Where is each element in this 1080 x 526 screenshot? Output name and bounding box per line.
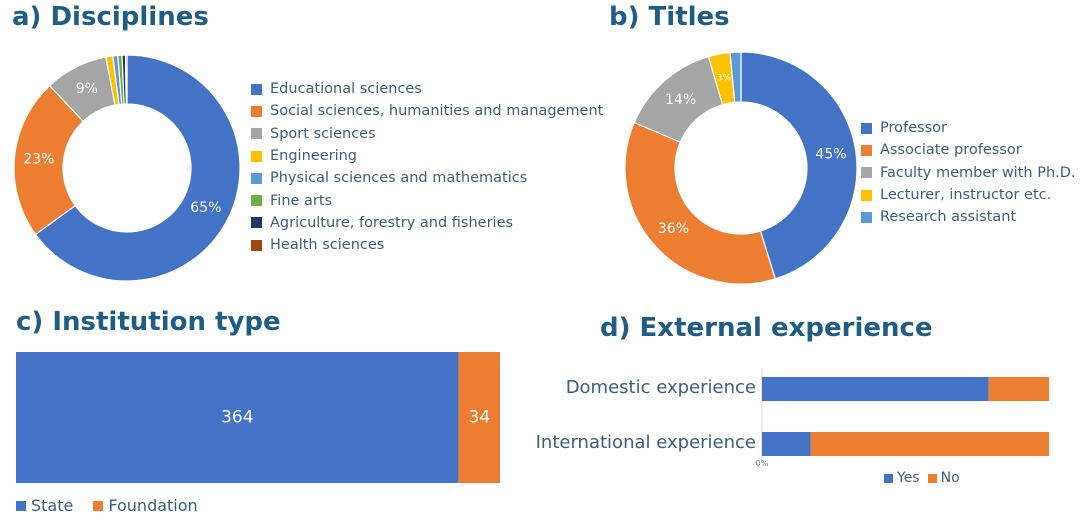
titles-legend-label: Lecturer, instructor etc. xyxy=(880,187,1052,204)
disciplines-slice-educational-sciences xyxy=(34,54,241,282)
titles-legend-item: Lecturer, instructor etc. xyxy=(861,184,1076,206)
titles-legend: Professor Associate professor Faculty memb… xyxy=(861,117,1076,228)
titles-legend-label: Research assistant xyxy=(880,209,1017,226)
titles-title: b) Titles xyxy=(609,2,730,32)
disciplines-legend-label: Engineering xyxy=(270,148,357,165)
experience-legend-label: No xyxy=(940,470,960,486)
titles-data-label: 14% xyxy=(665,92,696,108)
institution-bar-data-label: 34 xyxy=(469,408,491,428)
disciplines-slice-health-sciences xyxy=(124,54,128,105)
experience-bar-international-experience-yes xyxy=(762,432,811,456)
disciplines-slice-social-sciences-humanities-and-management xyxy=(13,84,85,236)
titles-slice-associate-professor xyxy=(624,121,777,285)
disciplines-legend-label: Agriculture, forestry and fisheries xyxy=(270,214,514,231)
institution-legend-swatch xyxy=(93,500,104,511)
experience-category-label: Domestic experience xyxy=(565,377,756,398)
titles-legend-swatch xyxy=(861,167,872,179)
titles-legend-swatch xyxy=(861,211,872,223)
titles-legend-swatch xyxy=(861,144,872,156)
titles-data-label: 36% xyxy=(658,221,689,237)
institution-bar-foundation xyxy=(458,352,500,483)
experience-bar-domestic-experience-yes xyxy=(762,377,989,401)
disciplines-data-label: 9% xyxy=(76,81,98,97)
titles-slice-research-assistant xyxy=(729,51,742,103)
titles-legend-item: Associate professor xyxy=(861,139,1076,161)
disciplines-data-label: 65% xyxy=(190,200,221,216)
titles-data-label: 3% xyxy=(717,74,732,84)
disciplines-legend-label: Physical sciences and mathematics xyxy=(270,170,528,187)
disciplines-legend-label: Sport sciences xyxy=(270,125,376,142)
institution-type-title: c) Institution type xyxy=(16,307,281,337)
institution-legend-label: Foundation xyxy=(108,496,198,515)
experience-legend-swatch xyxy=(927,473,937,483)
external-experience-title: d) External experience xyxy=(600,313,933,343)
external-experience-legend: Yes No xyxy=(884,470,960,486)
disciplines-legend-item: Health sciences xyxy=(251,234,603,256)
disciplines-legend-item: Sport sciences xyxy=(251,123,603,145)
disciplines-legend-item: Engineering xyxy=(251,145,603,167)
disciplines-data-label: 23% xyxy=(23,152,54,168)
external-experience-x-tick-label: 0% xyxy=(756,459,769,468)
disciplines-legend-item: Agriculture, forestry and fisheries xyxy=(251,212,603,234)
disciplines-legend-swatch xyxy=(251,128,262,140)
institution-legend-label: State xyxy=(31,496,74,515)
disciplines-legend-item: Physical sciences and mathematics xyxy=(251,167,603,189)
disciplines-legend-swatch xyxy=(251,150,262,162)
titles-legend-label: Professor xyxy=(880,120,947,137)
titles-legend-label: Associate professor xyxy=(880,142,1022,159)
disciplines-legend-swatch xyxy=(251,195,262,207)
disciplines-legend-label: Fine arts xyxy=(270,192,333,209)
disciplines-legend: Educational sciences Social sciences, hum… xyxy=(251,78,603,256)
disciplines-legend-item: Social sciences, humanities and manageme… xyxy=(251,100,603,122)
experience-legend-label: Yes xyxy=(897,470,920,486)
disciplines-legend-label: Health sciences xyxy=(270,237,385,254)
disciplines-legend-swatch xyxy=(251,239,262,251)
titles-slice-professor xyxy=(740,51,858,280)
institution-bar-data-label: 364 xyxy=(221,408,253,428)
disciplines-legend-swatch xyxy=(251,83,262,95)
experience-legend-swatch xyxy=(884,473,893,483)
experience-bar-international-experience-no xyxy=(810,432,1049,456)
titles-data-label: 45% xyxy=(815,146,846,162)
institution-legend-swatch xyxy=(16,500,26,511)
disciplines-legend-item: Educational sciences xyxy=(251,78,603,100)
titles-legend-swatch xyxy=(861,122,872,134)
titles-legend-label: Faculty member with Ph.D. xyxy=(880,164,1076,181)
disciplines-legend-label: Educational sciences xyxy=(270,81,422,98)
experience-bar-domestic-experience-no xyxy=(988,377,1049,401)
titles-legend-item: Professor xyxy=(861,117,1076,139)
disciplines-legend-swatch xyxy=(251,217,262,229)
titles-legend-item: Research assistant xyxy=(861,206,1076,228)
titles-legend-swatch xyxy=(861,189,872,201)
disciplines-legend-item: Fine arts xyxy=(251,189,603,211)
disciplines-legend-swatch xyxy=(251,105,262,117)
experience-category-label: International experience xyxy=(535,432,756,453)
titles-legend-item: Faculty member with Ph.D. xyxy=(861,162,1076,184)
institution-type-legend: State Foundation xyxy=(16,496,198,515)
disciplines-title: a) Disciplines xyxy=(12,2,209,32)
institution-bar-state xyxy=(16,352,459,483)
disciplines-legend-swatch xyxy=(251,172,262,184)
disciplines-legend-label: Social sciences, humanities and manageme… xyxy=(270,103,604,120)
